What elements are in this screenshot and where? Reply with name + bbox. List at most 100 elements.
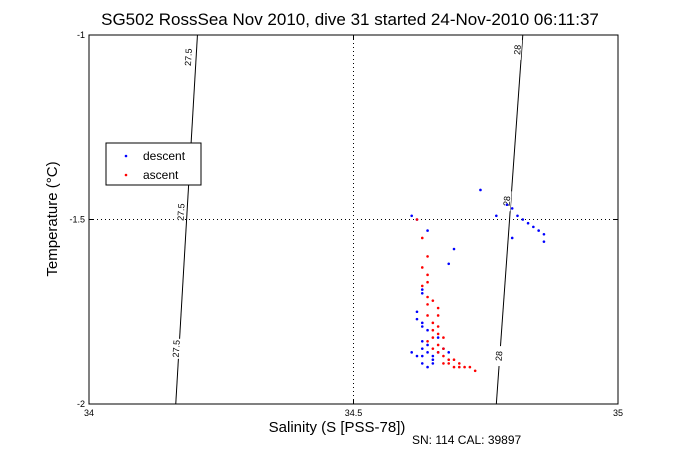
ascent-point (426, 280, 429, 284)
ascent-point (442, 362, 445, 365)
ascent-point (431, 347, 435, 350)
descent-point (420, 288, 424, 291)
ascent-point (436, 332, 440, 336)
ascent-point (415, 218, 419, 221)
descent-point (410, 351, 413, 354)
ascent-point (458, 362, 461, 365)
legend-marker-descent (124, 154, 128, 158)
serial-calibration-note: SN: 114 CAL: 39897 (412, 433, 522, 447)
ascent-point (426, 295, 429, 299)
ascent-point (442, 354, 445, 358)
x-tick-label: 35 (613, 408, 623, 418)
x-tick-label: 34 (84, 408, 94, 418)
descent-point (447, 262, 451, 266)
descent-point (542, 232, 546, 236)
descent-point (516, 214, 519, 218)
ascent-point (442, 347, 445, 350)
descent-point (447, 351, 451, 354)
descent-point (436, 336, 440, 339)
legend-box (105, 142, 202, 186)
ascent-point (426, 314, 429, 317)
descent-point (410, 214, 413, 218)
contour-label-bg (494, 345, 504, 367)
ascent-point (442, 336, 445, 339)
chart-title: SG502 RossSea Nov 2010, dive 31 started … (101, 10, 599, 29)
descent-point (420, 362, 424, 365)
contour-label-bg (171, 338, 181, 359)
descent-point (415, 310, 419, 314)
ascent-point (436, 351, 440, 354)
ascent-point (447, 362, 451, 365)
descent-point (415, 354, 419, 358)
descent-point (542, 240, 546, 243)
contour-label-bg (176, 201, 186, 223)
ascent-point (436, 325, 440, 328)
descent-point (426, 343, 429, 347)
descent-point (537, 229, 540, 232)
ascent-point (436, 314, 440, 317)
descent-point (420, 292, 424, 295)
descent-point (431, 362, 435, 365)
contour-label: 28 (494, 351, 505, 362)
descent-point (526, 221, 530, 225)
density-contours: 27.5 27.5 27.5 28 28 28 (171, 34, 524, 405)
contour-label: 27.5 (171, 340, 182, 358)
plot-area: 27.5 27.5 27.5 28 28 28 34 34.5 35 -2 -1.5 -1 (69, 30, 623, 418)
contour-label: 28 (502, 196, 513, 207)
contour-label: 27.5 (176, 203, 187, 221)
ascent-point (426, 255, 429, 258)
ascent-point (426, 273, 429, 277)
ascent-point (468, 365, 472, 369)
ascent-point (431, 321, 435, 325)
contour-label-bg (183, 46, 194, 68)
descent-point (420, 354, 424, 358)
ascent-point (447, 358, 451, 362)
descent-point (495, 214, 498, 218)
descent-point (426, 351, 429, 354)
contour-label-bg (502, 190, 512, 212)
y-tick-label: -1.5 (69, 215, 85, 225)
descent-point (420, 347, 424, 350)
ascent-point (420, 236, 424, 240)
ascent-point (473, 369, 477, 373)
descent-point (431, 354, 435, 358)
data-points (410, 188, 546, 373)
contour-label: 28 (512, 44, 523, 55)
descent-point (426, 328, 429, 332)
descent-point (420, 339, 424, 343)
ascent-point (431, 336, 435, 339)
y-tick-label: -1 (77, 30, 85, 40)
ascent-point (431, 328, 435, 332)
descent-point (415, 317, 419, 321)
descent-point (420, 325, 424, 328)
contour-label: 27.5 (183, 48, 194, 66)
descent-point (510, 236, 514, 240)
y-axis-label: Temperature (°C) (44, 161, 61, 276)
ascent-point (452, 358, 456, 362)
ascent-point (420, 284, 424, 288)
legend-label-ascent: ascent (143, 168, 179, 182)
legend-label-descent: descent (143, 149, 186, 163)
density-contour-28 (495, 34, 524, 405)
ascent-point (426, 303, 429, 306)
ascent-point (436, 343, 440, 347)
x-tick-label: 34.5 (345, 408, 363, 418)
descent-point (510, 207, 514, 210)
descent-point (431, 358, 435, 362)
axis-ticks: 34 34.5 35 -2 -1.5 -1 (69, 30, 623, 418)
ascent-point (452, 365, 456, 369)
descent-point (420, 321, 424, 325)
descent-point (479, 188, 482, 192)
ascent-point (458, 365, 461, 369)
contour-label-bg (512, 39, 523, 61)
ascent-point (431, 299, 435, 302)
ascent-point (463, 365, 466, 369)
ascent-point (436, 306, 440, 310)
x-axis-label: Salinity (S [PSS-78]) (269, 419, 406, 436)
descent-point (426, 365, 429, 369)
descent-point (426, 229, 429, 232)
descent-point (452, 247, 456, 251)
descent-point (505, 203, 509, 207)
descent-point (521, 218, 525, 221)
